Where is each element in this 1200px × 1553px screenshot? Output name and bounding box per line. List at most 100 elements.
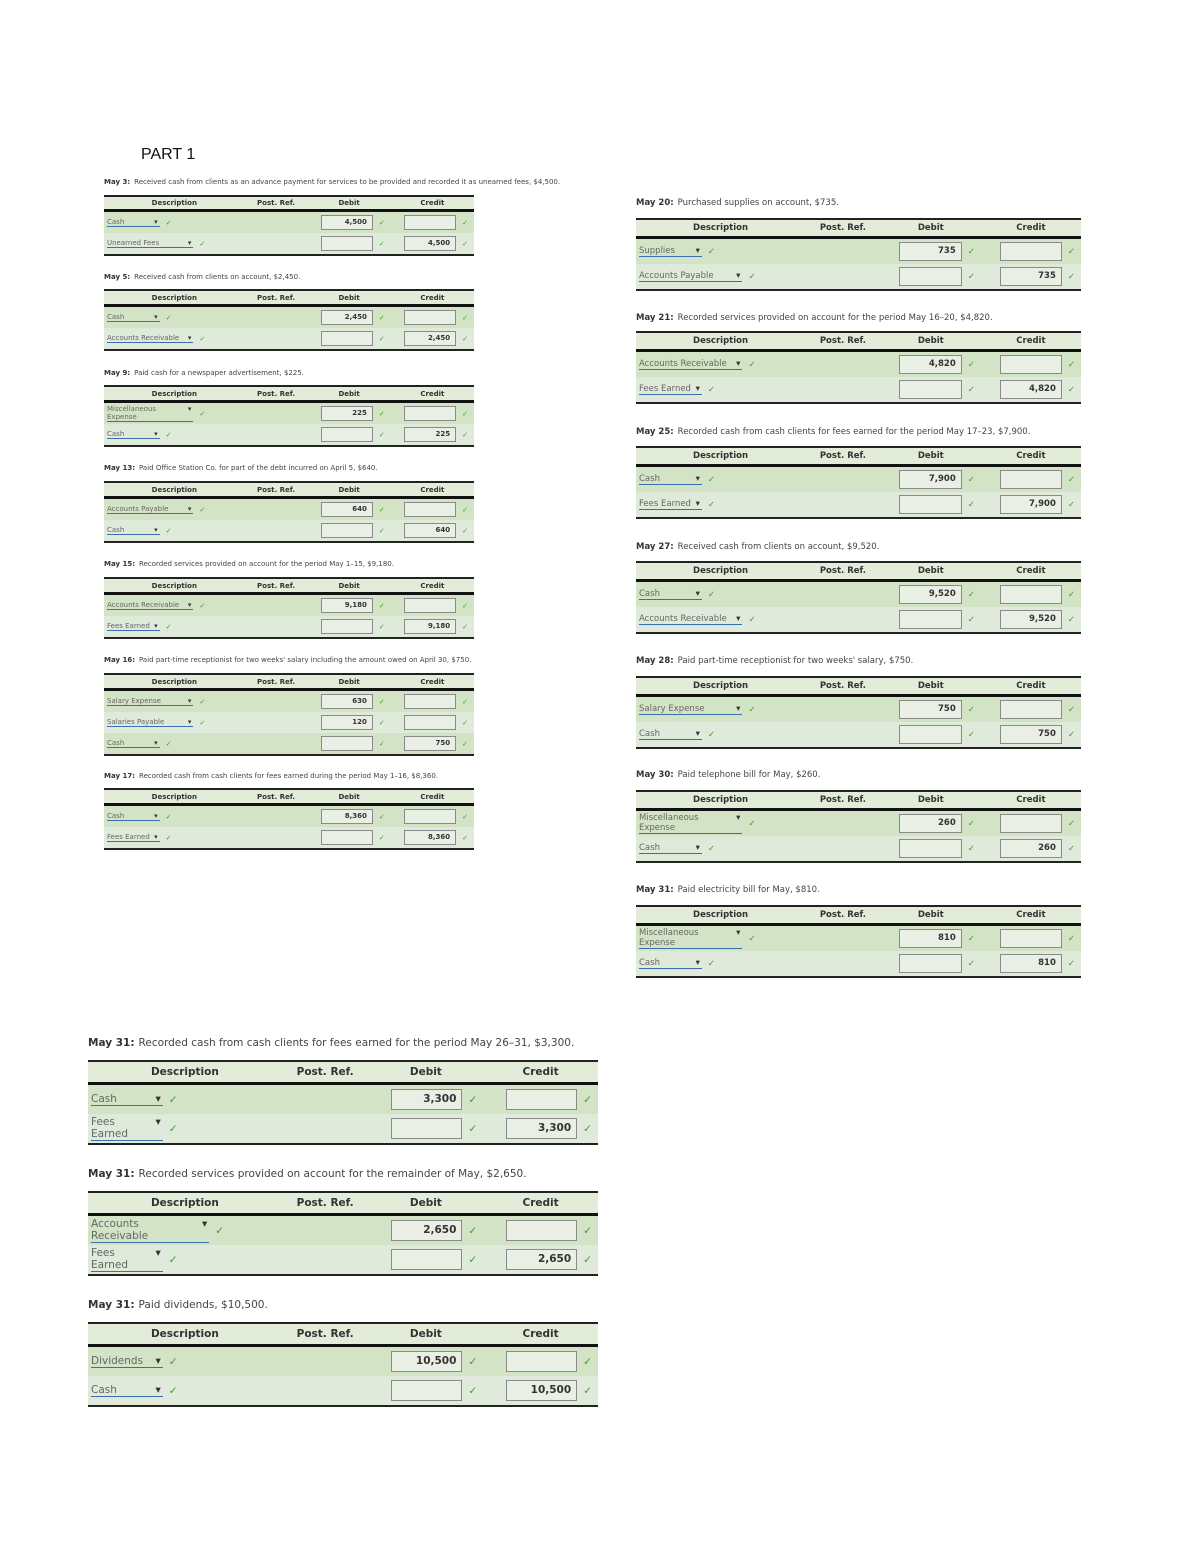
- credit-input[interactable]: 735: [999, 267, 1062, 286]
- debit-input[interactable]: [321, 330, 373, 347]
- dropdown-arrow-icon[interactable]: ▾: [187, 601, 192, 609]
- debit-input[interactable]: 735: [899, 242, 962, 261]
- debit-input[interactable]: [391, 1379, 463, 1402]
- credit-input[interactable]: 9,180: [404, 618, 457, 635]
- dropdown-arrow-icon[interactable]: ▾: [695, 843, 700, 853]
- debit-input[interactable]: [899, 267, 962, 286]
- account-select[interactable]: Unearned Fees ▾: [107, 239, 194, 248]
- dropdown-arrow-icon[interactable]: ▾: [736, 704, 741, 714]
- debit-input[interactable]: [321, 735, 373, 752]
- account-select[interactable]: Accounts Payable ▾: [639, 271, 743, 282]
- account-select[interactable]: Fees Earned ▾: [91, 1116, 163, 1141]
- credit-input[interactable]: 2,650: [505, 1248, 578, 1271]
- debit-input[interactable]: 750: [899, 700, 962, 719]
- credit-input[interactable]: 810: [999, 954, 1062, 973]
- credit-input[interactable]: [505, 1350, 578, 1373]
- account-select[interactable]: Fees Earned ▾: [91, 1247, 163, 1272]
- credit-input[interactable]: 260: [999, 839, 1062, 858]
- debit-input[interactable]: [321, 522, 373, 539]
- credit-input[interactable]: 9,520: [999, 610, 1062, 629]
- credit-input[interactable]: [404, 405, 457, 422]
- dropdown-arrow-icon[interactable]: ▾: [154, 622, 158, 630]
- dropdown-arrow-icon[interactable]: ▾: [154, 313, 158, 321]
- dropdown-arrow-icon[interactable]: ▾: [695, 246, 700, 256]
- dropdown-arrow-icon[interactable]: ▾: [736, 359, 741, 369]
- credit-input[interactable]: [505, 1088, 578, 1111]
- credit-input[interactable]: [999, 242, 1062, 261]
- dropdown-arrow-icon[interactable]: ▾: [187, 334, 192, 342]
- dropdown-arrow-icon[interactable]: ▾: [695, 729, 700, 739]
- debit-input[interactable]: 225: [321, 405, 373, 422]
- dropdown-arrow-icon[interactable]: ▾: [154, 833, 158, 841]
- debit-input[interactable]: 2,650: [391, 1219, 463, 1242]
- debit-input[interactable]: [899, 610, 962, 629]
- account-select[interactable]: Cash ▾: [107, 526, 160, 535]
- debit-input[interactable]: [321, 618, 373, 635]
- dropdown-arrow-icon[interactable]: ▾: [695, 958, 700, 968]
- account-select[interactable]: Cash ▾: [639, 843, 702, 854]
- debit-input[interactable]: 8,360: [321, 808, 373, 825]
- account-select[interactable]: Cash ▾: [639, 958, 702, 969]
- dropdown-arrow-icon[interactable]: ▾: [201, 1218, 208, 1230]
- credit-input[interactable]: [404, 808, 457, 825]
- dropdown-arrow-icon[interactable]: ▾: [736, 614, 741, 624]
- account-select[interactable]: Salaries Payable ▾: [107, 718, 194, 727]
- debit-input[interactable]: [391, 1248, 463, 1271]
- account-select[interactable]: Salary Expense ▾: [639, 704, 743, 715]
- debit-input[interactable]: 4,500: [321, 214, 373, 231]
- debit-input[interactable]: 120: [321, 714, 373, 731]
- credit-input[interactable]: 750: [999, 725, 1062, 744]
- credit-input[interactable]: 8,360: [404, 829, 457, 846]
- credit-input[interactable]: [404, 501, 457, 518]
- dropdown-arrow-icon[interactable]: ▾: [154, 430, 158, 438]
- debit-input[interactable]: 10,500: [391, 1350, 463, 1373]
- dropdown-arrow-icon[interactable]: ▾: [154, 526, 158, 534]
- account-select[interactable]: Cash ▾: [639, 589, 702, 600]
- credit-input[interactable]: 225: [404, 426, 457, 443]
- dropdown-arrow-icon[interactable]: ▾: [154, 218, 158, 226]
- account-select[interactable]: Accounts Receivable ▾: [107, 601, 194, 610]
- dropdown-arrow-icon[interactable]: ▾: [736, 813, 741, 823]
- account-select[interactable]: Dividends ▾: [91, 1355, 163, 1368]
- credit-input[interactable]: 7,900: [999, 495, 1062, 514]
- credit-input[interactable]: [999, 700, 1062, 719]
- credit-input[interactable]: [999, 470, 1062, 489]
- account-select[interactable]: Miscellaneous Expense ▾: [107, 405, 194, 422]
- credit-input[interactable]: 2,450: [404, 330, 457, 347]
- credit-input[interactable]: [404, 214, 457, 231]
- credit-input[interactable]: [404, 693, 457, 710]
- credit-input[interactable]: [999, 929, 1062, 948]
- debit-input[interactable]: 2,450: [321, 309, 373, 326]
- dropdown-arrow-icon[interactable]: ▾: [736, 271, 741, 281]
- account-select[interactable]: Fees Earned ▾: [107, 622, 160, 631]
- account-select[interactable]: Cash ▾: [107, 313, 160, 322]
- account-select[interactable]: Accounts Receivable ▾: [91, 1218, 210, 1243]
- debit-input[interactable]: [321, 829, 373, 846]
- debit-input[interactable]: [899, 495, 962, 514]
- account-select[interactable]: Salary Expense ▾: [107, 697, 194, 706]
- dropdown-arrow-icon[interactable]: ▾: [155, 1093, 161, 1105]
- account-select[interactable]: Fees Earned ▾: [639, 384, 702, 395]
- debit-input[interactable]: 9,520: [899, 585, 962, 604]
- account-select[interactable]: Cash ▾: [91, 1384, 163, 1397]
- credit-input[interactable]: [404, 309, 457, 326]
- credit-input[interactable]: [999, 814, 1062, 833]
- debit-input[interactable]: 3,300: [391, 1088, 463, 1111]
- dropdown-arrow-icon[interactable]: ▾: [154, 739, 158, 747]
- credit-input[interactable]: 4,500: [404, 235, 457, 252]
- dropdown-arrow-icon[interactable]: ▾: [155, 1384, 161, 1396]
- dropdown-arrow-icon[interactable]: ▾: [187, 718, 192, 726]
- debit-input[interactable]: [321, 235, 373, 252]
- debit-input[interactable]: [321, 426, 373, 443]
- debit-input[interactable]: 9,180: [321, 597, 373, 614]
- dropdown-arrow-icon[interactable]: ▾: [695, 499, 700, 509]
- account-select[interactable]: Cash ▾: [107, 812, 160, 821]
- account-select[interactable]: Supplies ▾: [639, 246, 702, 257]
- debit-input[interactable]: [391, 1117, 463, 1140]
- credit-input[interactable]: 10,500: [505, 1379, 578, 1402]
- debit-input[interactable]: [899, 839, 962, 858]
- credit-input[interactable]: [505, 1219, 578, 1242]
- dropdown-arrow-icon[interactable]: ▾: [155, 1247, 161, 1259]
- account-select[interactable]: Cash ▾: [639, 729, 702, 740]
- credit-input[interactable]: 4,820: [999, 380, 1062, 399]
